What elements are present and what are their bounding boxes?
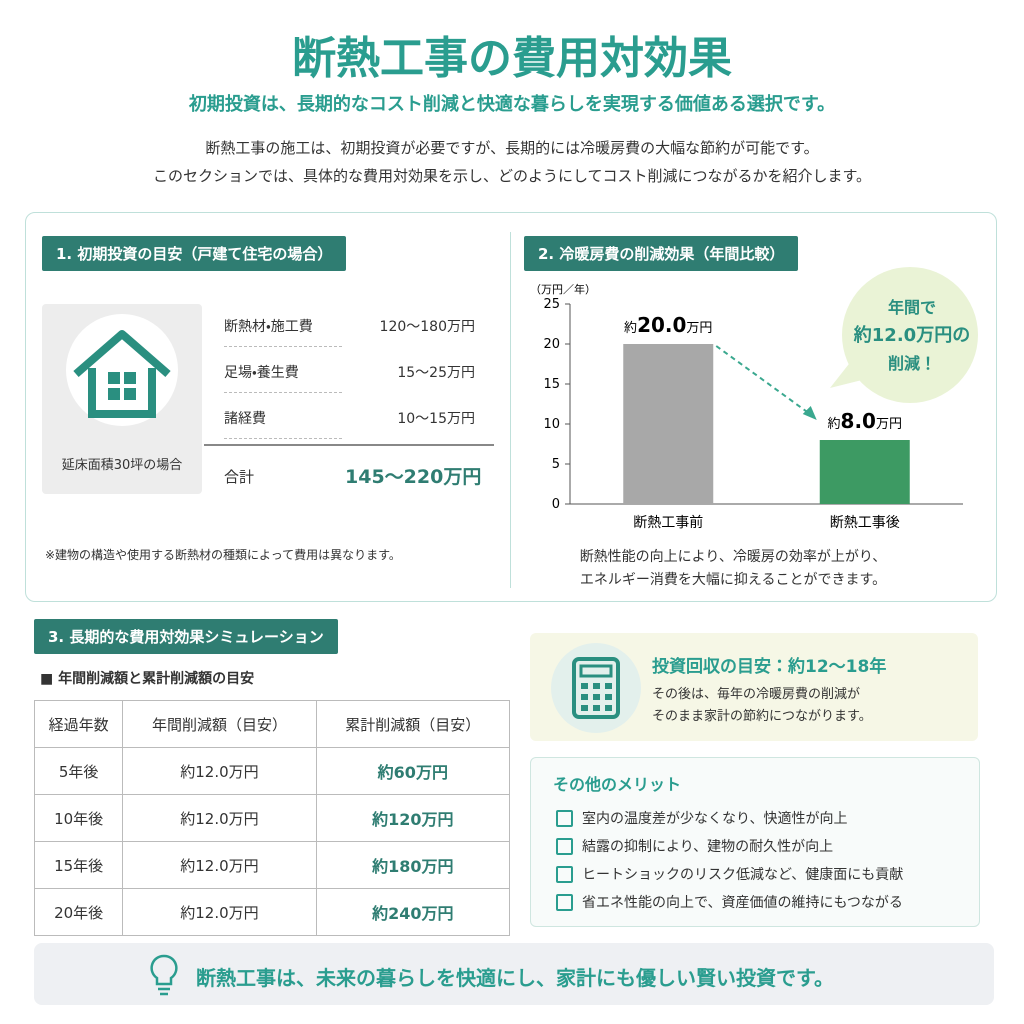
table-cell: 約60万円 bbox=[315, 747, 511, 795]
section-heading: 1. 初期投資の目安（戸建て住宅の場合） bbox=[42, 236, 347, 271]
table-cell: 約180万円 bbox=[315, 841, 511, 889]
table-header: 経過年数 年間削減額（目安） 累計削減額（目安） bbox=[33, 700, 511, 748]
title: 断熱工事の費用対効果 bbox=[292, 33, 732, 84]
total-rule bbox=[204, 444, 494, 446]
check-icon bbox=[556, 838, 573, 855]
merit-item: 省エネ性能の向上で、資産価値の維持にもつながる bbox=[582, 895, 903, 911]
item-value: 10〜15万円 bbox=[397, 411, 475, 427]
table-cell: 年間削減額（目安） bbox=[122, 700, 317, 748]
chart-caption: 断熱性能の向上により、冷暖房の効率が上がり、 エネルギー消費を大幅に抑えることがで… bbox=[490, 546, 976, 592]
total-value: 145〜220万円 bbox=[345, 466, 482, 488]
table-cell: 約12.0万円 bbox=[122, 841, 317, 889]
house-icon bbox=[66, 314, 178, 426]
subtitle: 初期投資は、長期的なコスト削減と快適な暮らしを実現する価値ある選択です。 bbox=[188, 94, 836, 115]
table-row: 15年後 約12.0万円 約180万円 bbox=[33, 841, 511, 889]
table-cell: 20年後 bbox=[33, 888, 124, 936]
table-cell: 15年後 bbox=[33, 841, 124, 889]
merits-title: その他のメリット bbox=[553, 775, 682, 794]
item-label: 足場・養生費 bbox=[224, 365, 299, 381]
section-heading: 3. 長期的な費用対効果シミュレーション bbox=[34, 619, 338, 654]
table-row: 10年後 約12.0万円 約120万円 bbox=[33, 794, 511, 842]
merit-item: 結露の抑制により、建物の耐久性が向上 bbox=[582, 839, 834, 855]
merits-box bbox=[530, 757, 980, 927]
panel bbox=[25, 212, 997, 602]
item-value: 120〜180万円 bbox=[379, 319, 475, 335]
item-rule bbox=[224, 346, 342, 347]
item-label: 断熱材・施工費 bbox=[224, 319, 313, 335]
image-caption: 延床面積30坪の場合 bbox=[61, 458, 183, 473]
payback-line: その後は、毎年の冷暖房費の削減が bbox=[652, 687, 861, 702]
note: ※建物の構造や使用する断熱材の種類によって費用は異なります。 bbox=[45, 548, 401, 562]
divider bbox=[510, 232, 511, 588]
table-cell: 約12.0万円 bbox=[122, 794, 317, 842]
table-cell: 約12.0万円 bbox=[122, 888, 317, 936]
intro: 断熱工事の施工は、初期投資が必要ですが、長期的には冷暖房費の大幅な節約が可能です… bbox=[205, 139, 819, 157]
table-cell: 約120万円 bbox=[315, 794, 511, 842]
table-cell: 10年後 bbox=[33, 794, 124, 842]
check-icon bbox=[556, 894, 573, 911]
item-label: 諸経費 bbox=[224, 411, 266, 427]
payback-title: 投資回収の目安：約12〜18年 bbox=[652, 657, 887, 677]
payback-line: そのまま家計の節約につながります。 bbox=[652, 709, 872, 724]
footer-box bbox=[34, 943, 994, 1005]
table-cell: 累計削減額（目安） bbox=[315, 700, 511, 748]
table-row: 20年後 約12.0万円 約240万円 bbox=[33, 888, 511, 936]
table: 経過年数 年間削減額（目安） 累計削減額（目安） 5年後 約12.0万円 約60万円 10年… bbox=[33, 700, 511, 936]
item-rule bbox=[224, 392, 342, 393]
footer-text: 断熱工事は、未来の暮らしを快適にし、家計にも優しい賢い投資です。 bbox=[196, 966, 834, 990]
payback-text: その後は、毎年の冷暖房費の削減が そのまま家計の節約につながります。 bbox=[652, 684, 872, 728]
check-icon bbox=[556, 866, 573, 883]
table-cell: 5年後 bbox=[33, 747, 124, 795]
item-rule bbox=[224, 438, 342, 439]
table-cell: 約12.0万円 bbox=[122, 747, 317, 795]
total-label: 合計 bbox=[224, 468, 255, 486]
caption-line: 断熱性能の向上により、冷暖房の効率が上がり、 bbox=[579, 549, 887, 565]
section-heading: 2. 冷暖房費の削減効果（年間比較） bbox=[524, 236, 799, 271]
bulb-icon bbox=[150, 954, 178, 996]
item-value: 15〜25万円 bbox=[397, 365, 475, 381]
intro: このセクションでは、具体的な費用対効果を示し、どのようにしてコスト削減につながる… bbox=[152, 167, 872, 185]
table-cell: 経過年数 bbox=[33, 700, 124, 748]
merit-item: ヒートショックのリスク低減など、健康面にも貢献 bbox=[582, 867, 904, 883]
merit-item: 室内の温度差が少なくなり、快適性が向上 bbox=[582, 811, 848, 827]
table-row: 5年後 約12.0万円 約60万円 bbox=[33, 747, 511, 795]
check-icon bbox=[556, 810, 573, 827]
table-cell: 約240万円 bbox=[315, 888, 511, 936]
calculator-icon bbox=[551, 643, 641, 733]
caption-line: エネルギー消費を大幅に抑えることができます。 bbox=[579, 572, 887, 588]
table-title: ■ 年間削減額と累計削減額の目安 bbox=[40, 671, 255, 687]
